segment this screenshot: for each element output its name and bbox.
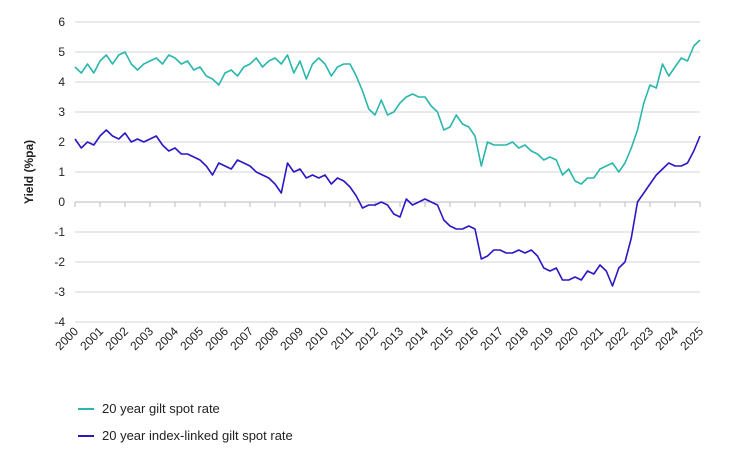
legend-label-index-linked: 20 year index-linked gilt spot rate [102,428,293,443]
x-tick-label: 2003 [127,324,156,353]
axes: -4-3-2-101234562000200120022003200420052… [52,15,706,353]
series-line-index-linked [74,129,701,287]
x-tick-label: 2013 [377,324,406,353]
y-tick-label: -2 [54,255,65,269]
x-tick-label: 2014 [402,324,431,353]
x-tick-label: 2002 [102,324,131,353]
y-tick-label: 4 [58,75,65,89]
y-tick-label: -1 [54,225,65,239]
x-tick-label: 2022 [602,324,631,353]
x-tick-label: 2010 [302,324,331,353]
y-tick-label: 3 [58,105,65,119]
x-tick-label: 2025 [677,324,706,353]
legend-swatch-gilt [78,407,94,410]
x-tick-label: 2021 [577,324,606,353]
x-tick-label: 2004 [152,324,181,353]
x-tick-label: 2017 [477,324,506,353]
legend-label-gilt: 20 year gilt spot rate [102,401,220,416]
x-tick-label: 2005 [177,324,206,353]
y-axis-label: Yield (%pa) [22,140,36,204]
x-tick-label: 2016 [452,324,481,353]
y-tick-label: 1 [58,165,65,179]
y-tick-label: -4 [54,315,65,329]
y-tick-label: 2 [58,135,65,149]
x-tick-label: 2015 [427,324,456,353]
x-tick-label: 2019 [527,324,556,353]
legend-swatch-index-linked [78,434,94,437]
x-tick-label: 2008 [252,324,281,353]
x-tick-label: 2012 [352,324,381,353]
y-tick-label: 0 [58,195,65,209]
series-line-gilt [74,39,701,185]
x-tick-label: 2006 [202,324,231,353]
x-tick-label: 2011 [328,324,356,352]
y-tick-label: -3 [54,285,65,299]
y-tick-label: 5 [58,45,65,59]
legend-item-gilt: 20 year gilt spot rate [78,401,220,416]
x-tick-label: 2018 [502,324,531,353]
x-tick-label: 2020 [552,324,581,353]
legend-item-index-linked: 20 year index-linked gilt spot rate [78,428,293,443]
x-tick-label: 2001 [77,324,106,353]
x-tick-label: 2007 [227,324,256,353]
x-tick-label: 2023 [627,324,656,353]
x-tick-label: 2009 [277,324,306,353]
x-tick-label: 2024 [652,324,681,353]
series-lines [74,39,701,287]
y-tick-label: 6 [58,15,65,29]
gridlines [75,21,700,323]
